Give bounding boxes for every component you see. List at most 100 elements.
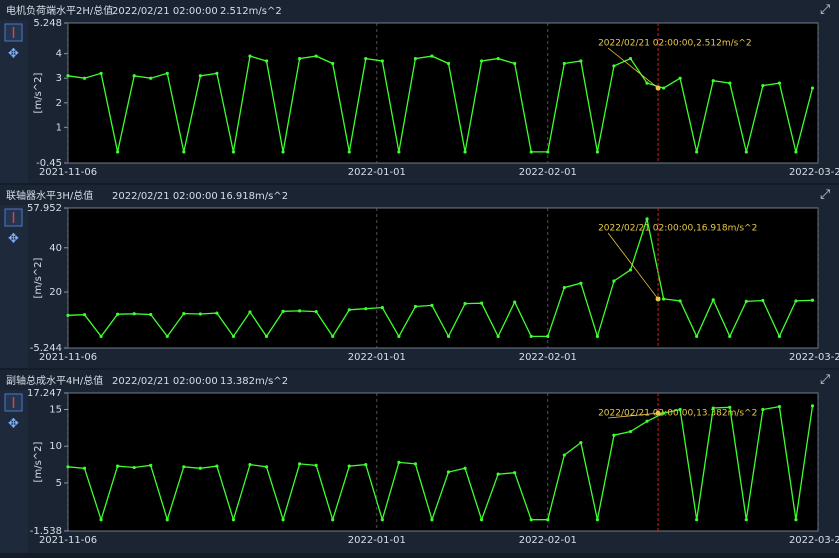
y-tick-label: 40 — [49, 243, 62, 254]
data-point — [132, 312, 136, 316]
data-point — [480, 59, 484, 63]
data-point — [761, 407, 765, 412]
data-point — [744, 150, 748, 154]
data-point — [579, 59, 583, 63]
data-point — [612, 433, 616, 437]
trend-line — [67, 405, 814, 523]
data-point — [480, 518, 484, 522]
data-point — [149, 463, 153, 467]
cursor-dot — [655, 296, 661, 302]
data-point — [678, 407, 682, 412]
data-point — [99, 71, 103, 75]
data-point — [595, 334, 600, 338]
y-axis-label: [m/s^2] — [33, 72, 44, 113]
annotation-arrow — [607, 232, 659, 300]
data-point — [711, 298, 715, 302]
panel-title: 副轴总成水平4H/总值 — [6, 374, 103, 387]
data-point — [496, 472, 500, 476]
data-point — [513, 471, 517, 475]
data-point — [82, 466, 87, 470]
y-tick-label: 57.952 — [27, 203, 62, 214]
data-point — [298, 56, 302, 61]
data-point — [711, 79, 715, 83]
annotation: 2022/02/21 02:00:00,2.512m/s^2 — [598, 39, 752, 49]
cursor-reading: 13.382m/s^2 — [220, 376, 288, 387]
data-point — [612, 64, 616, 68]
data-point — [397, 150, 401, 154]
pan-icon[interactable]: ✥ — [8, 47, 19, 62]
data-point — [480, 301, 484, 305]
trend-line — [67, 55, 814, 153]
sidebar — [0, 390, 28, 553]
data-point — [413, 462, 418, 466]
data-point — [116, 312, 120, 316]
expand-icon[interactable]: ⤢ — [820, 3, 830, 18]
plot-area — [67, 22, 819, 164]
data-point — [165, 334, 169, 338]
data-point — [546, 334, 550, 338]
data-point — [430, 303, 434, 307]
data-point — [661, 86, 666, 90]
data-point — [695, 334, 699, 338]
data-point — [347, 150, 351, 154]
data-point — [529, 334, 533, 338]
y-tick-label: 3 — [56, 73, 62, 84]
sidebar — [0, 20, 28, 183]
cursor-reading: 16.918m/s^2 — [220, 191, 288, 202]
pan-icon[interactable]: ✥ — [8, 232, 19, 247]
data-point — [728, 334, 732, 338]
data-point — [794, 150, 798, 154]
data-point — [182, 465, 186, 469]
x-tick-label: 2022-02-01 — [519, 167, 577, 178]
data-point — [132, 465, 136, 470]
data-point — [264, 59, 269, 63]
data-point — [661, 411, 666, 415]
data-point — [380, 518, 384, 522]
data-point — [364, 463, 368, 467]
data-point — [777, 334, 781, 338]
data-point — [264, 465, 269, 469]
data-point — [281, 518, 285, 522]
data-point — [149, 76, 153, 80]
data-point — [628, 56, 633, 61]
data-point — [645, 217, 649, 221]
data-point — [116, 464, 120, 468]
data-point — [661, 297, 666, 301]
expand-icon[interactable]: ⤢ — [820, 373, 830, 388]
data-point — [794, 518, 798, 522]
trend-line — [67, 216, 813, 339]
x-tick-label: 2022-01-01 — [348, 352, 406, 363]
data-point — [248, 310, 252, 314]
data-point — [761, 298, 765, 303]
data-point — [215, 71, 219, 75]
data-point — [513, 300, 517, 304]
expand-icon[interactable]: ⤢ — [820, 188, 830, 203]
data-point — [364, 56, 368, 61]
data-point — [810, 86, 815, 90]
data-point — [380, 305, 384, 310]
data-point — [248, 463, 252, 467]
y-tick-label: 20 — [49, 287, 62, 298]
data-point — [711, 406, 715, 410]
x-tick-label: 2022-01-01 — [348, 535, 406, 546]
data-point — [149, 312, 153, 317]
data-point — [695, 150, 699, 154]
data-point — [777, 404, 781, 409]
pan-icon[interactable]: ✥ — [8, 417, 19, 432]
data-point — [99, 334, 103, 338]
x-tick-label: 2022-03-22 — [789, 352, 839, 363]
y-tick-label: 2 — [56, 98, 62, 109]
x-tick-label: 2022-02-01 — [519, 352, 577, 363]
data-point — [281, 309, 285, 313]
data-point — [761, 84, 765, 88]
y-tick-label: 10 — [49, 441, 62, 452]
data-point — [430, 54, 434, 58]
y-tick-label: 4 — [56, 49, 62, 60]
cursor-time: 2022/02/21 02:00:00 — [112, 376, 218, 387]
data-point — [182, 311, 186, 316]
data-point — [463, 301, 467, 306]
cursor-time: 2022/02/21 02:00:00 — [112, 6, 218, 17]
y-tick-label: 15 — [49, 405, 62, 416]
data-point — [66, 74, 70, 78]
x-tick-label: 2021-11-06 — [39, 535, 97, 546]
